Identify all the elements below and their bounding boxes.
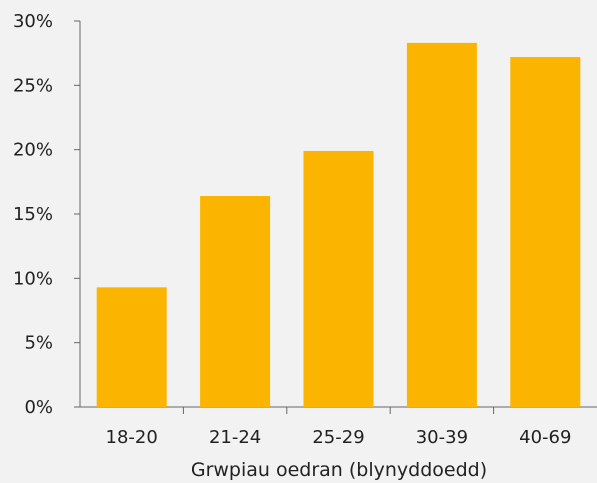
x-axis-title: Grwpiau oedran (blynyddoedd) bbox=[191, 459, 487, 481]
bar-40-69 bbox=[510, 57, 581, 407]
x-tick-label: 21-24 bbox=[209, 427, 261, 448]
y-tick-label: 0% bbox=[24, 397, 53, 418]
y-tick-label: 10% bbox=[13, 268, 53, 289]
y-tick-label: 5% bbox=[24, 333, 53, 354]
bar-25-29 bbox=[303, 150, 374, 407]
bar-series bbox=[96, 42, 581, 408]
bar-30-39 bbox=[406, 42, 477, 408]
y-tick-label: 15% bbox=[13, 204, 53, 225]
y-tick-label: 30% bbox=[13, 11, 53, 32]
x-tick-label: 18-20 bbox=[106, 427, 158, 448]
y-axis: 0% 5% 10% 15% 20% 25% 30% bbox=[13, 11, 81, 418]
x-tick-label: 25-29 bbox=[312, 427, 364, 448]
x-tick-label: 40-69 bbox=[519, 427, 571, 448]
bar-21-24 bbox=[200, 195, 271, 407]
x-axis: 18-20 21-24 25-29 30-39 40-69 bbox=[80, 406, 597, 448]
x-tick-label: 30-39 bbox=[416, 427, 468, 448]
y-tick-label: 25% bbox=[13, 75, 53, 96]
y-tick-label: 20% bbox=[13, 140, 53, 161]
bar-18-20 bbox=[96, 287, 167, 407]
